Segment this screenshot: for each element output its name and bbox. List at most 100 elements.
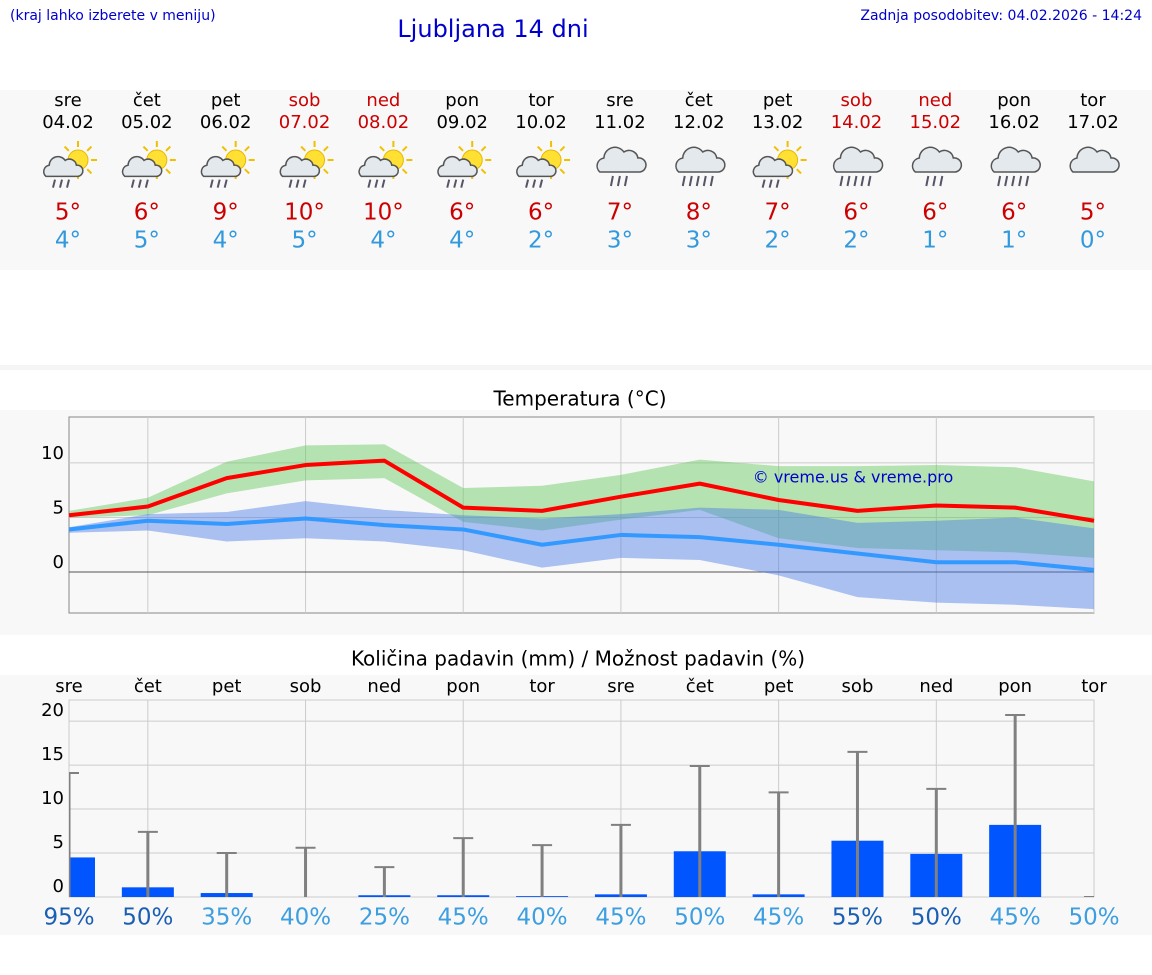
day-name: pet xyxy=(211,90,241,111)
min-temp: 5° xyxy=(134,228,160,254)
rain-drop xyxy=(288,179,293,188)
weather-icon xyxy=(279,141,334,188)
max-temp: 6° xyxy=(449,200,475,226)
sun-ray xyxy=(323,145,329,152)
x-tick-label: sob xyxy=(842,676,874,697)
sun-ray xyxy=(86,168,93,175)
max-temp: 8° xyxy=(686,200,712,226)
sun-ray xyxy=(165,168,171,175)
rain-drop xyxy=(446,179,451,188)
min-temp: 5° xyxy=(291,228,317,254)
probability-label: 50% xyxy=(122,905,173,931)
rain-drop xyxy=(295,179,300,188)
day-date: 10.02 xyxy=(515,112,567,133)
day-name: pon xyxy=(997,90,1031,111)
cloud xyxy=(596,146,647,173)
cloud xyxy=(911,146,963,173)
location-note[interactable]: (kraj lahko izberete v meniju) xyxy=(10,8,216,24)
chart-title: Temperatura (°C) xyxy=(492,387,666,411)
day-name: sre xyxy=(54,90,81,111)
rain-drop xyxy=(453,179,458,188)
day-date: 09.02 xyxy=(436,112,488,133)
rain-drop xyxy=(846,175,851,187)
rain-drop xyxy=(853,175,858,187)
x-tick-label: pet xyxy=(212,676,242,697)
rain-drop xyxy=(525,179,530,188)
rain-drop xyxy=(1018,175,1023,187)
day-date: 08.02 xyxy=(358,112,410,133)
x-tick-label: ned xyxy=(367,676,401,697)
cloud xyxy=(990,146,1041,173)
day-date: 16.02 xyxy=(988,112,1040,133)
day-date: 05.02 xyxy=(121,112,173,133)
rain-drop xyxy=(616,175,621,187)
weather-icon xyxy=(121,141,176,188)
probability-label: 40% xyxy=(280,905,331,931)
bars xyxy=(69,713,1094,897)
x-tick-label: sob xyxy=(290,676,322,697)
y-tick-label: 15 xyxy=(41,744,64,765)
rain-drop xyxy=(130,179,135,188)
x-tick-label: čet xyxy=(134,676,162,697)
max-temp: 10° xyxy=(284,200,325,226)
rain-drop xyxy=(1011,175,1016,187)
sun-ray xyxy=(536,145,543,152)
cloud xyxy=(279,155,321,178)
y-tick-label: 5 xyxy=(53,832,64,853)
rain-drop xyxy=(860,175,865,187)
rain-drop xyxy=(539,179,544,188)
rain-drop xyxy=(302,179,307,188)
bar xyxy=(69,857,95,897)
cloud xyxy=(832,146,884,173)
y-tick-label: 0 xyxy=(53,552,64,573)
max-temp: 5° xyxy=(55,200,81,226)
probability-label: 45% xyxy=(438,905,489,931)
x-tick-label: čet xyxy=(686,676,714,697)
y-tick-label: 20 xyxy=(41,700,64,721)
temp-line xyxy=(68,516,1095,572)
day-name: tor xyxy=(528,90,554,111)
probability-label: 50% xyxy=(911,905,962,931)
y-tick-label: 0 xyxy=(53,876,64,897)
probability-label: 40% xyxy=(517,905,568,931)
weather-icon xyxy=(516,141,571,188)
min-temp: 4° xyxy=(449,228,475,254)
weather-icon xyxy=(990,146,1041,187)
cloud xyxy=(121,155,163,178)
max-temp: 6° xyxy=(528,200,554,226)
sun-ray xyxy=(796,168,802,175)
cloud xyxy=(43,155,84,178)
rain-drop xyxy=(1025,175,1030,187)
rain-drop xyxy=(688,175,693,187)
divider xyxy=(0,365,1152,370)
probability-label: 50% xyxy=(674,905,725,931)
rain-drop xyxy=(209,179,214,188)
max-temp: 6° xyxy=(843,200,869,226)
min-temp: 1° xyxy=(1001,228,1027,254)
weather-icon xyxy=(43,141,97,188)
cloud xyxy=(358,155,399,178)
min-temp: 2° xyxy=(843,228,869,254)
sun-ray xyxy=(773,145,780,152)
sun-ray xyxy=(142,145,149,152)
rain-drop xyxy=(381,179,386,188)
rain-drop xyxy=(137,179,142,188)
rain-drop xyxy=(367,179,372,188)
sun-ray xyxy=(379,145,385,152)
min-temp: 4° xyxy=(55,228,81,254)
cloud xyxy=(675,146,726,173)
sun-ray xyxy=(221,145,228,152)
x-tick-label: ned xyxy=(919,676,953,697)
x-tick-label: pet xyxy=(764,676,794,697)
y-tick-label: 10 xyxy=(41,788,64,809)
day-name: čet xyxy=(685,90,713,111)
temp-line xyxy=(68,458,1095,523)
weather-icon xyxy=(596,146,647,187)
watermark: © vreme.us & vreme.pro xyxy=(753,468,954,487)
rain-drop xyxy=(623,175,628,187)
rain-drop xyxy=(839,175,844,187)
last-update: Zadnja posodobitev: 04.02.2026 - 14:24 xyxy=(860,8,1142,24)
weather-icon xyxy=(358,141,413,188)
range-band xyxy=(69,501,1094,610)
sun-ray xyxy=(458,145,464,152)
